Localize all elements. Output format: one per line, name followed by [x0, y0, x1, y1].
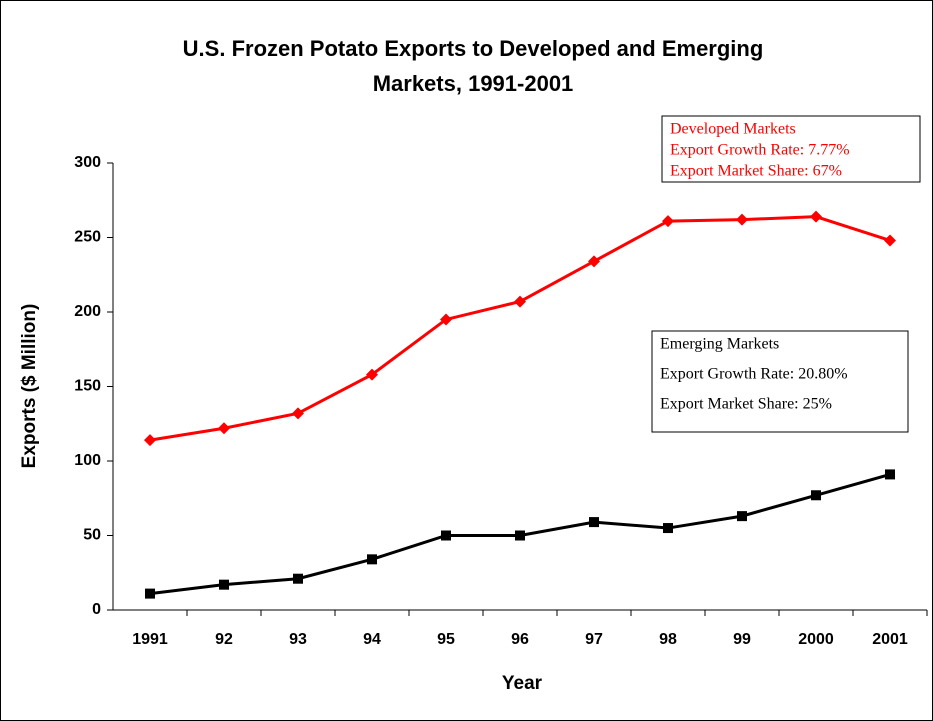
chart-title: U.S. Frozen Potato Exports to Developed … [183, 36, 764, 61]
x-tick-label: 92 [215, 631, 233, 648]
marker [218, 422, 230, 435]
annotation-text: Export Market Share: 67% [670, 163, 842, 180]
y-tick-label: 50 [83, 527, 101, 544]
marker [810, 210, 822, 223]
marker [811, 490, 821, 501]
x-tick-label: 96 [511, 631, 529, 648]
marker [367, 554, 377, 565]
annotation-box [651, 330, 909, 433]
y-tick-label: 250 [74, 229, 101, 246]
annotation-text: Emerging Markets [660, 336, 779, 353]
y-tick-label: 0 [92, 601, 101, 618]
annotation-text: Export Growth Rate: 20.80% [660, 366, 848, 383]
marker [588, 255, 600, 268]
y-tick-label: 100 [74, 452, 101, 469]
marker [219, 579, 229, 590]
x-tick-label: 94 [363, 631, 381, 648]
x-tick-label: 2001 [872, 631, 908, 648]
marker [885, 469, 895, 480]
marker [440, 313, 452, 326]
marker [662, 215, 674, 228]
marker [441, 530, 451, 541]
y-axis-label: Exports ($ Million) [19, 304, 40, 469]
x-tick-label: 99 [733, 631, 751, 648]
marker [293, 573, 303, 584]
marker [292, 407, 304, 420]
x-tick-label: 1991 [132, 631, 168, 648]
marker [663, 523, 673, 534]
x-tick-label: 93 [289, 631, 307, 648]
y-tick-label: 300 [74, 154, 101, 171]
marker [515, 530, 525, 541]
marker [145, 588, 155, 599]
y-tick-label: 150 [74, 378, 101, 395]
marker [514, 295, 526, 308]
marker [737, 511, 747, 522]
y-tick-label: 200 [74, 303, 101, 320]
chart-title: Markets, 1991-2001 [373, 71, 574, 96]
marker [884, 234, 896, 247]
annotation-box [661, 115, 921, 183]
marker [736, 213, 748, 226]
annotation-text: Developed Markets [670, 121, 796, 138]
x-axis-label: Year [502, 673, 543, 694]
x-tick-label: 98 [659, 631, 677, 648]
x-tick-label: 2000 [798, 631, 834, 648]
x-tick-label: 97 [585, 631, 603, 648]
marker [589, 517, 599, 528]
annotation-text: Export Market Share: 25% [660, 396, 832, 413]
x-tick-label: 95 [437, 631, 455, 648]
marker [366, 368, 378, 381]
annotation-text: Export Growth Rate: 7.77% [670, 142, 850, 159]
marker [144, 434, 156, 447]
